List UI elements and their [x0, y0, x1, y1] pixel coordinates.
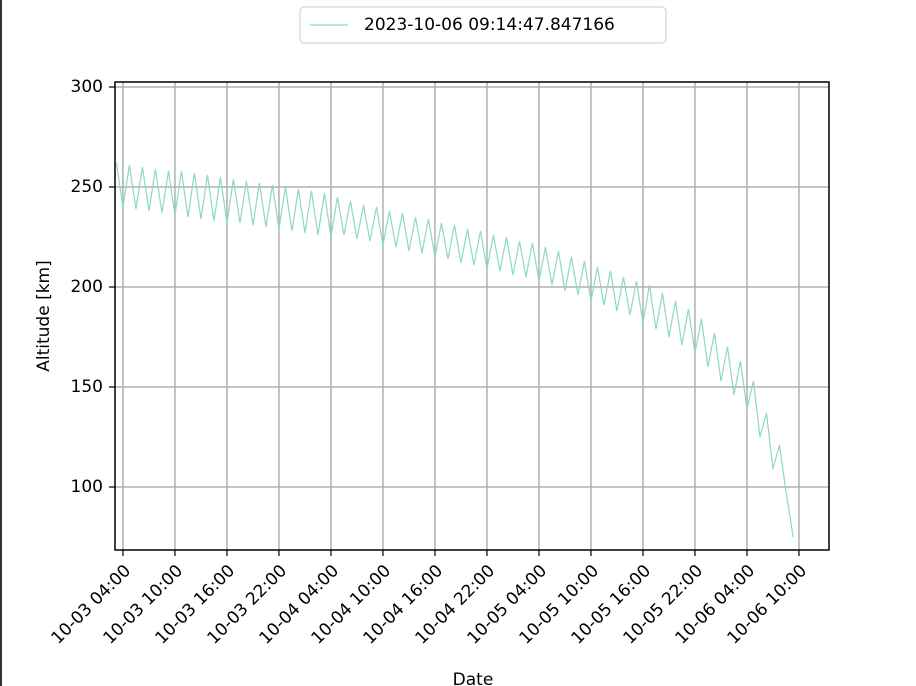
legend-box — [299, 6, 667, 44]
y-tick-label: 300 — [71, 77, 103, 97]
x-axis-label: Date — [453, 670, 494, 686]
legend: 2023-10-06 09:14:47.847166 — [299, 6, 667, 44]
y-tick-label: 250 — [71, 177, 103, 197]
y-tick-label: 200 — [71, 277, 103, 297]
y-axis-label: Altitude [km] — [34, 260, 54, 372]
data-line — [115, 162, 794, 538]
y-tick-label: 100 — [71, 477, 103, 497]
axes-frame — [114, 81, 830, 551]
y-tick-label: 150 — [71, 377, 103, 397]
legend-label: 2023-10-06 09:14:47.847166 — [364, 15, 615, 35]
